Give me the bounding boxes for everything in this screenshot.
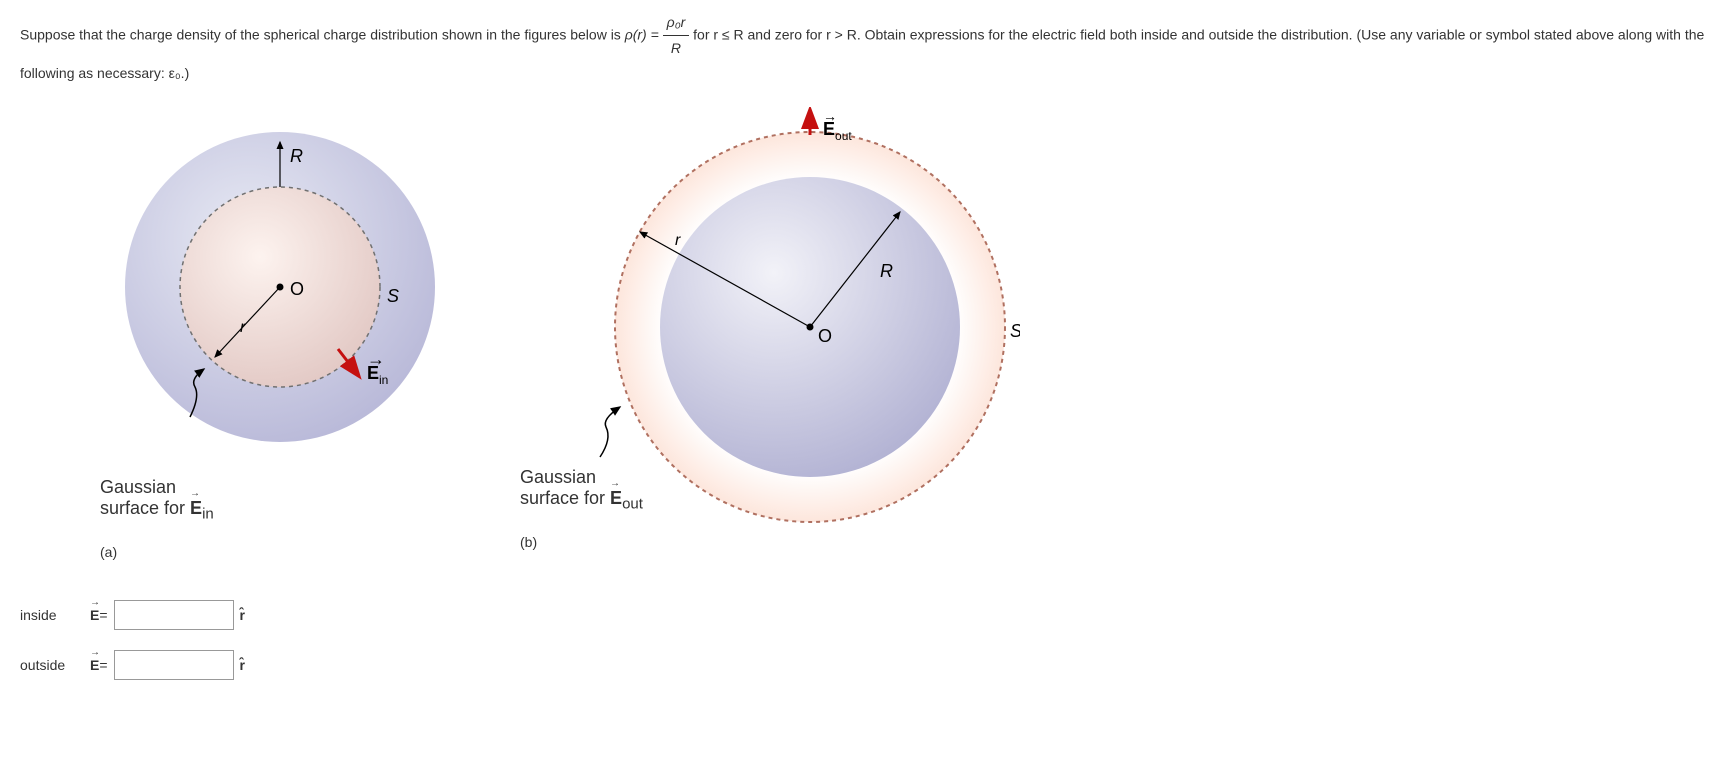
- answers-section: inside E = r̂ outside E = r̂: [20, 600, 1710, 680]
- outside-label: outside: [20, 657, 90, 673]
- outside-rhat: r̂: [240, 657, 245, 673]
- fig-b-caption: (b): [520, 534, 1020, 550]
- inside-rhat: r̂: [240, 607, 245, 623]
- fig-a-gauss-sub: in: [202, 506, 214, 523]
- figure-a-svg: R O r → Ein S: [100, 107, 460, 467]
- fig-b-gauss-2: surface for: [520, 488, 610, 508]
- fig-a-R-label: R: [290, 146, 303, 166]
- fig-a-caption: (a): [100, 544, 460, 560]
- fig-a-gauss-label: Gaussian surface for Ein: [100, 477, 214, 524]
- figure-a: R O r → Ein S Gaussian: [100, 107, 460, 560]
- outside-E-symbol: E: [90, 657, 99, 673]
- problem-statement: Suppose that the charge density of the s…: [20, 10, 1710, 87]
- fig-a-gauss-2: surface for: [100, 498, 190, 518]
- figure-b-svg: O R r → Eout S: [580, 107, 1020, 527]
- fig-a-gauss-1: Gaussian: [100, 477, 176, 497]
- fig-b-R-label: R: [880, 261, 893, 281]
- inside-E-symbol: E: [90, 607, 99, 623]
- fig-b-gauss-sub: out: [622, 496, 643, 513]
- inside-E-input[interactable]: [114, 600, 234, 630]
- figure-b: O R r → Eout S Gaussian surface for Eout…: [580, 107, 1020, 560]
- rho-fraction: ρ₀r R: [663, 10, 690, 61]
- fraction-denominator: R: [663, 36, 690, 61]
- fig-b-gauss-label: Gaussian surface for Eout: [520, 467, 643, 514]
- answer-outside-row: outside E = r̂: [20, 650, 1710, 680]
- figures-row: R O r → Ein S Gaussian: [100, 107, 1710, 560]
- fig-a-S-label: S: [387, 286, 399, 306]
- problem-text-before: Suppose that the charge density of the s…: [20, 26, 625, 42]
- fig-b-gauss-vec: E: [610, 488, 622, 510]
- fig-a-gauss-vec: E: [190, 498, 202, 520]
- answer-inside-row: inside E = r̂: [20, 600, 1710, 630]
- inside-label: inside: [20, 607, 90, 623]
- fig-a-O-label: O: [290, 279, 304, 299]
- outside-E-input[interactable]: [114, 650, 234, 680]
- fig-a-r-label: r: [240, 319, 246, 336]
- inside-equals: =: [99, 607, 107, 623]
- fig-b-S-label: S: [1010, 321, 1020, 341]
- outside-equals: =: [99, 657, 107, 673]
- fraction-numerator: ρ₀r: [663, 10, 690, 36]
- fig-b-O-label: O: [818, 326, 832, 346]
- rho-lhs: ρ(r) =: [625, 26, 663, 42]
- fig-b-gauss-1: Gaussian: [520, 467, 596, 487]
- fig-b-r-label: r: [675, 232, 681, 249]
